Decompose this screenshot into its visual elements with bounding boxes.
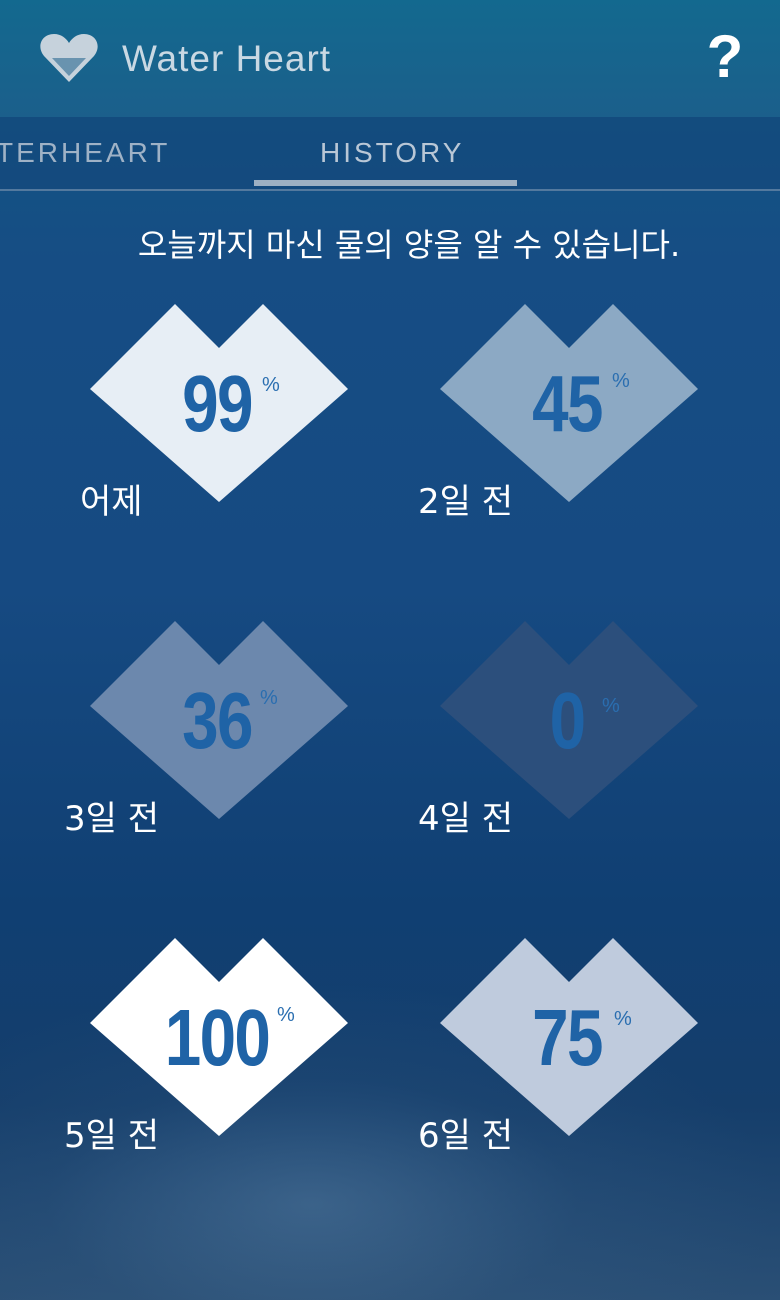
percent-unit: % — [612, 370, 630, 392]
percent-unit: % — [277, 1004, 295, 1026]
history-card-3-days-ago[interactable]: 36 % 3일 전 — [64, 621, 350, 881]
heart-shape — [90, 304, 348, 502]
day-label: 6일 전 — [418, 1116, 513, 1156]
heart-shape — [440, 304, 698, 502]
percent-value: 45 — [532, 359, 603, 448]
history-card-5-days-ago[interactable]: 100 % 5일 전 — [64, 938, 350, 1198]
history-card-4-days-ago[interactable]: 0 % 4일 전 — [418, 621, 700, 881]
percent-unit: % — [260, 687, 278, 709]
day-label: 4일 전 — [418, 799, 513, 839]
percent-value: 99 — [182, 359, 253, 448]
percent-value: 75 — [532, 993, 603, 1082]
history-card-yesterday[interactable]: 99 % 어제 — [80, 304, 350, 564]
percent-unit: % — [262, 374, 280, 396]
percent-unit: % — [602, 695, 620, 717]
percent-unit: % — [614, 1008, 632, 1030]
app-header: Water Heart ? — [0, 0, 780, 117]
day-label: 3일 전 — [64, 799, 159, 839]
heart-shape — [440, 621, 698, 819]
percent-value: 100 — [164, 993, 271, 1082]
heart-shape — [90, 621, 348, 819]
heart-icon — [40, 34, 98, 82]
help-button[interactable]: ? — [706, 23, 744, 90]
history-card-6-days-ago[interactable]: 75 % 6일 전 — [418, 938, 700, 1198]
heart-shape — [440, 938, 698, 1136]
percent-value: 36 — [182, 676, 253, 765]
percent-value: 0 — [549, 676, 586, 765]
active-tab-indicator — [254, 180, 517, 186]
history-card-2-days-ago[interactable]: 45 % 2일 전 — [418, 304, 700, 564]
heart-shape — [90, 938, 348, 1136]
day-label: 5일 전 — [64, 1116, 159, 1156]
day-label: 어제 — [80, 482, 143, 522]
tab-history[interactable]: HISTORY — [320, 137, 465, 168]
app-title: Water Heart — [122, 38, 332, 79]
day-label: 2일 전 — [418, 482, 513, 522]
tab-bar: TERHEART HISTORY — [0, 117, 780, 191]
tab-waterheart[interactable]: TERHEART — [0, 137, 171, 168]
history-description: 오늘까지 마신 물의 양을 알 수 있습니다. — [137, 226, 681, 264]
